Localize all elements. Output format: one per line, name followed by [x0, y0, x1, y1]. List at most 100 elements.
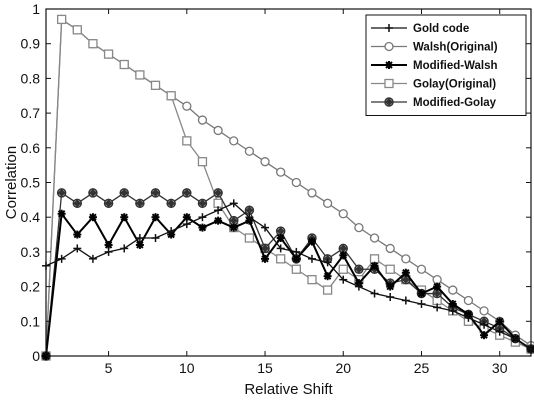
data-point-walsh-original	[197, 115, 208, 125]
data-point-modified-walsh	[495, 317, 504, 326]
data-point-walsh-original	[213, 125, 223, 136]
data-point-modified-walsh	[480, 331, 489, 340]
ticks-layer: 5 10 15 20 25 30 0 0.1 0.2 0.3 0.4 0.5 0.6 0.7 0.8 0.9 1	[21, 1, 531, 376]
data-point-modified-golay	[228, 215, 239, 226]
data-point-modified-walsh	[448, 299, 457, 308]
data-point-modified-walsh	[104, 240, 113, 249]
data-point-golay-original	[88, 39, 98, 49]
data-point-golay-original	[197, 157, 208, 167]
data-point-modified-walsh	[73, 230, 82, 239]
y-tick-label: 0.5	[21, 175, 41, 191]
data-point-gold-code	[214, 206, 223, 215]
data-point-walsh-original	[385, 243, 395, 254]
legend-swatch-marker	[385, 61, 393, 69]
data-point-golay-original	[338, 264, 348, 274]
legend-swatch-marker	[384, 78, 394, 89]
x-tick-label: 5	[105, 360, 113, 376]
data-point-modified-golay	[197, 198, 208, 209]
data-point-gold-code	[433, 303, 442, 312]
data-point-golay-original	[291, 264, 301, 274]
data-point-modified-walsh	[370, 261, 379, 270]
data-point-gold-code	[57, 254, 66, 263]
data-point-golay-original	[135, 70, 145, 80]
data-point-modified-walsh	[120, 213, 129, 222]
x-tick-label: 30	[492, 360, 508, 376]
data-point-modified-walsh	[307, 237, 316, 246]
data-point-modified-golay	[213, 188, 223, 198]
data-point-gold-code	[354, 282, 363, 291]
data-point-walsh-original	[416, 264, 427, 274]
x-tick-label: 15	[257, 360, 273, 376]
y-tick-label: 1	[32, 1, 40, 17]
data-point-gold-code	[245, 213, 254, 222]
data-point-golay-original	[244, 233, 255, 243]
y-tick-label: 0.8	[21, 70, 41, 86]
legend-item-gold-code: Gold code	[371, 23, 469, 35]
data-point-modified-walsh	[135, 240, 144, 249]
legend-item-modified-golay: Modified-Golay	[371, 97, 497, 109]
y-axis-title: Correlation	[3, 146, 20, 219]
data-point-gold-code	[448, 306, 457, 315]
data-point-gold-code	[339, 275, 348, 284]
y-tick-label: 0.1	[21, 313, 41, 329]
data-point-modified-walsh	[57, 209, 66, 218]
legend-label: Golay(Original)	[413, 79, 496, 91]
data-point-modified-walsh	[339, 251, 348, 260]
legend-items: Gold code Walsh(Original) Modified-Walsh Go…	[371, 23, 498, 109]
data-point-gold-code	[417, 299, 426, 308]
legend-swatch-marker	[385, 24, 393, 32]
legend: Gold code Walsh(Original) Modified-Walsh Go…	[365, 14, 527, 116]
data-point-walsh-original	[276, 167, 286, 177]
data-point-gold-code	[386, 293, 395, 302]
data-point-gold-code	[495, 327, 504, 336]
data-point-gold-code	[151, 234, 160, 243]
data-point-golay-original	[322, 285, 333, 295]
data-point-golay-original	[72, 25, 82, 35]
data-point-walsh-original	[369, 233, 380, 243]
data-point-walsh-original	[401, 254, 411, 264]
data-point-modified-golay	[244, 205, 255, 216]
data-point-gold-code	[276, 244, 285, 253]
data-point-modified-walsh	[182, 213, 191, 222]
y-tick-label: 0.2	[21, 279, 41, 295]
data-point-gold-code	[292, 247, 301, 256]
series-gold-code	[42, 199, 534, 354]
data-point-gold-code	[167, 227, 176, 236]
x-axis-title: Relative Shift	[244, 381, 333, 398]
data-point-gold-code	[511, 334, 520, 343]
data-point-modified-golay	[182, 188, 192, 198]
y-tick-label: 0.3	[21, 244, 41, 260]
data-point-walsh-original	[463, 295, 474, 306]
data-point-modified-golay	[135, 198, 145, 209]
data-point-golay-original	[119, 59, 129, 70]
data-point-walsh-original	[354, 222, 364, 233]
x-tick-label: 25	[414, 360, 430, 376]
legend-item-golay-original: Golay(Original)	[371, 79, 496, 91]
data-point-modified-walsh	[276, 234, 285, 243]
data-point-modified-walsh	[433, 282, 442, 291]
data-point-modified-walsh	[198, 223, 207, 232]
data-point-walsh-original	[260, 157, 270, 167]
data-point-gold-code	[464, 313, 473, 322]
legend-item-modified-walsh: Modified-Walsh	[371, 60, 498, 72]
data-point-golay-original	[276, 254, 286, 264]
data-point-golay-original	[385, 264, 395, 274]
data-point-walsh-original	[479, 306, 489, 316]
data-point-golay-original	[150, 80, 161, 90]
y-tick-label: 0.6	[21, 140, 41, 156]
x-tick-label: 10	[179, 360, 195, 376]
data-point-modified-golay	[72, 198, 83, 209]
data-point-modified-golay	[275, 226, 286, 236]
data-point-walsh-original	[338, 209, 348, 219]
data-point-golay-original	[369, 254, 380, 264]
series-layer	[41, 14, 534, 361]
data-point-gold-code	[198, 213, 207, 222]
data-point-walsh-original	[432, 275, 442, 285]
data-point-gold-code	[261, 223, 270, 232]
data-point-gold-code	[88, 254, 97, 263]
data-point-walsh-original	[322, 198, 333, 208]
data-point-golay-original	[103, 49, 114, 59]
data-point-modified-walsh	[88, 213, 97, 222]
